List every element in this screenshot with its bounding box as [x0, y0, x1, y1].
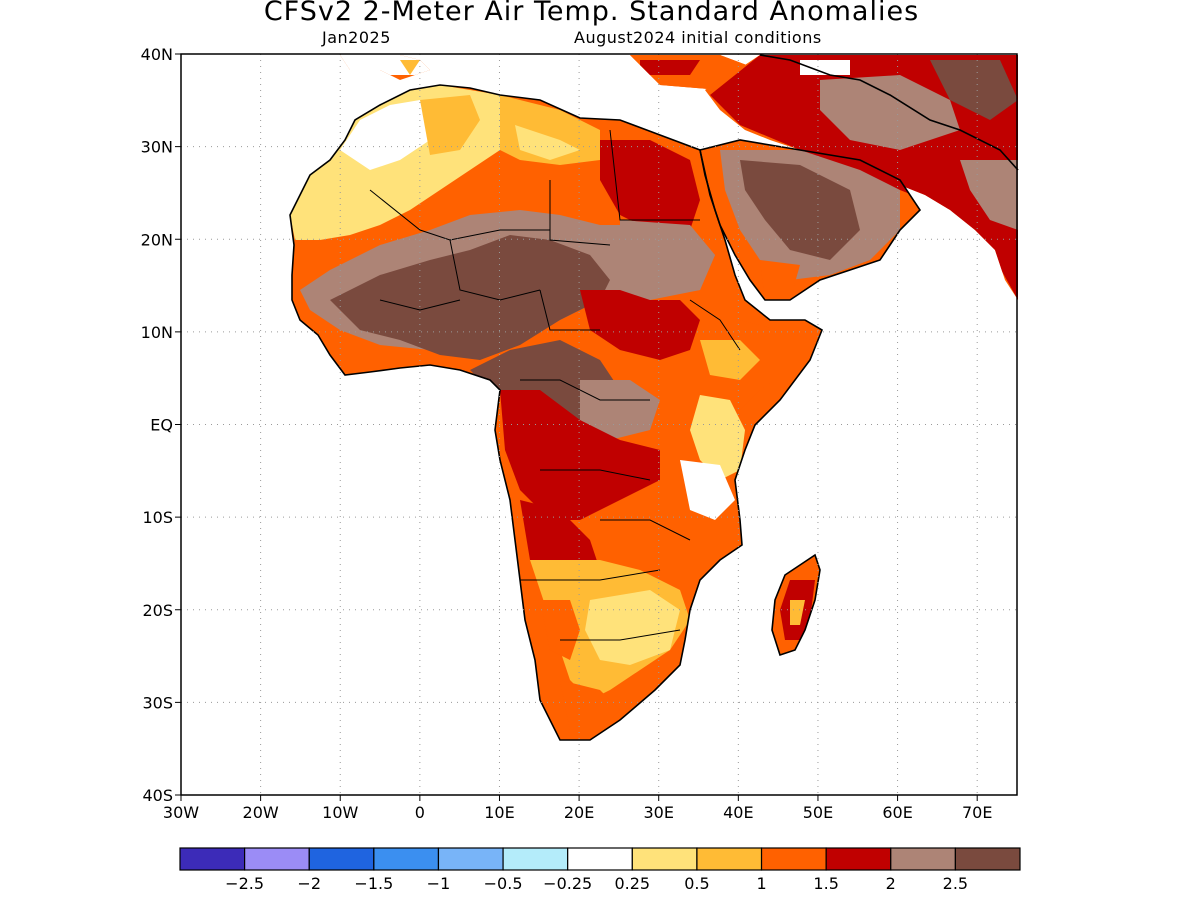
lat-label: EQ: [150, 416, 173, 435]
africa-coastline: [289, 84, 823, 741]
lon-label: 40E: [723, 803, 753, 822]
colorbar-label: 1.5: [813, 874, 838, 893]
map-title: CFSv2 2-Meter Air Temp. Standard Anomali…: [263, 0, 920, 27]
lon-label: 30W: [163, 803, 199, 822]
colorbar-swatch: [890, 847, 956, 871]
colorbar-swatch: [696, 847, 763, 871]
lat-label: 20S: [142, 601, 173, 620]
colorbar-swatch: [437, 847, 504, 871]
latitude-labels: 40N 30N 20N 10N EQ 10S 20S 30S 40S: [141, 45, 181, 805]
lat-label: 20N: [141, 230, 173, 249]
colorbar-swatch: [631, 847, 698, 871]
colorbar-label: −0.25: [543, 874, 592, 893]
asia-coastline: [759, 54, 1019, 171]
colorbar-label: −1.5: [354, 874, 393, 893]
colorbar-label: 2: [886, 874, 896, 893]
lon-label: 0: [415, 803, 425, 822]
colorbar-swatch: [502, 847, 569, 871]
colorbar-swatch: [244, 847, 310, 871]
country-borders: [369, 129, 741, 641]
lat-label: 10N: [141, 323, 173, 342]
colorbar-label: −2.5: [225, 874, 264, 893]
lat-label: 10S: [142, 508, 173, 527]
colorbar-label: −0.5: [484, 874, 523, 893]
arabia-coastline: [699, 139, 922, 301]
lat-label: 30N: [141, 138, 173, 157]
lat-label: 40S: [142, 786, 173, 805]
madagascar-coastline: [771, 553, 821, 657]
colorbar-swatch: [308, 847, 375, 871]
colorbar-swatch: [567, 847, 633, 871]
lon-label: 30E: [643, 803, 673, 822]
colorbar: −2.5 −2 −1.5 −1 −0.5 −0.25 0.25 0.5 1 1.5 2 2.5: [179, 847, 1021, 893]
lon-label: 20E: [564, 803, 594, 822]
colorbar-label: 0.5: [684, 874, 709, 893]
initial-conditions-label: August2024 initial conditions: [574, 28, 822, 47]
lon-label: 70E: [962, 803, 992, 822]
colorbar-swatch: [179, 847, 246, 871]
target-month-label: Jan2025: [322, 28, 391, 47]
coastlines: [289, 54, 1019, 741]
colorbar-label: 0.25: [614, 874, 650, 893]
colorbar-swatch: [760, 847, 827, 871]
lon-label: 60E: [882, 803, 912, 822]
colorbar-swatch: [373, 847, 440, 871]
lon-label: 50E: [803, 803, 833, 822]
lat-label: 30S: [142, 693, 173, 712]
colorbar-swatch: [825, 847, 892, 871]
colorbar-label: 2.5: [943, 874, 968, 893]
lon-label: 20W: [243, 803, 279, 822]
lat-label: 40N: [141, 45, 173, 64]
lon-label: 10W: [322, 803, 358, 822]
colorbar-label: −1: [427, 874, 451, 893]
lon-label: 10E: [484, 803, 514, 822]
colorbar-label: −2: [297, 874, 321, 893]
colorbar-label: 1: [756, 874, 766, 893]
colorbar-swatch: [954, 847, 1021, 871]
longitude-labels: 30W 20W 10W 0 10E 20E 30E 40E 50E 60E 70E: [163, 795, 992, 822]
graticule: [181, 54, 1017, 795]
